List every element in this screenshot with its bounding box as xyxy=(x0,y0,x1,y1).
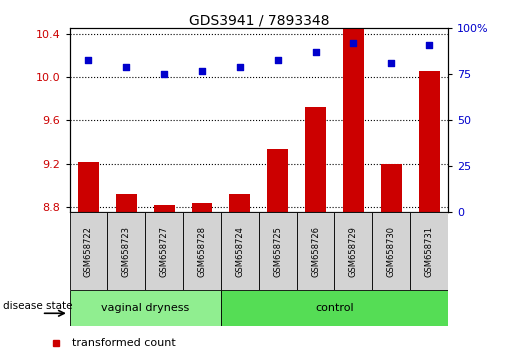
Bar xyxy=(419,70,439,212)
Bar xyxy=(230,194,250,212)
Point xyxy=(349,40,357,46)
FancyBboxPatch shape xyxy=(410,212,448,290)
Point xyxy=(312,50,320,55)
FancyBboxPatch shape xyxy=(372,212,410,290)
FancyBboxPatch shape xyxy=(297,212,335,290)
Point xyxy=(84,57,93,62)
FancyBboxPatch shape xyxy=(70,290,221,326)
Text: GSM658723: GSM658723 xyxy=(122,226,131,277)
Text: control: control xyxy=(315,303,354,313)
FancyBboxPatch shape xyxy=(259,212,297,290)
Title: GDS3941 / 7893348: GDS3941 / 7893348 xyxy=(188,13,329,27)
Text: GSM658729: GSM658729 xyxy=(349,226,358,277)
Point xyxy=(160,72,168,77)
Bar xyxy=(154,205,175,212)
Point xyxy=(198,68,206,74)
Text: vaginal dryness: vaginal dryness xyxy=(101,303,190,313)
Bar xyxy=(267,149,288,212)
FancyBboxPatch shape xyxy=(145,212,183,290)
Text: GSM658727: GSM658727 xyxy=(160,226,168,277)
Text: GSM658728: GSM658728 xyxy=(198,226,207,277)
Text: disease state: disease state xyxy=(3,301,72,311)
Point xyxy=(425,42,433,48)
FancyBboxPatch shape xyxy=(107,212,145,290)
FancyBboxPatch shape xyxy=(70,212,107,290)
Text: GSM658730: GSM658730 xyxy=(387,226,396,277)
FancyBboxPatch shape xyxy=(183,212,221,290)
FancyBboxPatch shape xyxy=(221,212,259,290)
Text: GSM658731: GSM658731 xyxy=(425,226,434,277)
Bar xyxy=(78,161,99,212)
FancyBboxPatch shape xyxy=(335,212,372,290)
Text: GSM658722: GSM658722 xyxy=(84,226,93,277)
Point xyxy=(122,64,130,70)
Bar xyxy=(116,194,136,212)
Point xyxy=(273,57,282,62)
Text: GSM658726: GSM658726 xyxy=(311,226,320,277)
Bar xyxy=(305,107,326,212)
Bar xyxy=(381,164,402,212)
Point xyxy=(387,61,396,66)
Text: GSM658725: GSM658725 xyxy=(273,226,282,277)
Bar xyxy=(343,0,364,212)
FancyBboxPatch shape xyxy=(221,290,448,326)
Text: transformed count: transformed count xyxy=(72,337,176,348)
Point xyxy=(236,64,244,70)
Text: GSM658724: GSM658724 xyxy=(235,226,244,277)
Bar xyxy=(192,202,212,212)
